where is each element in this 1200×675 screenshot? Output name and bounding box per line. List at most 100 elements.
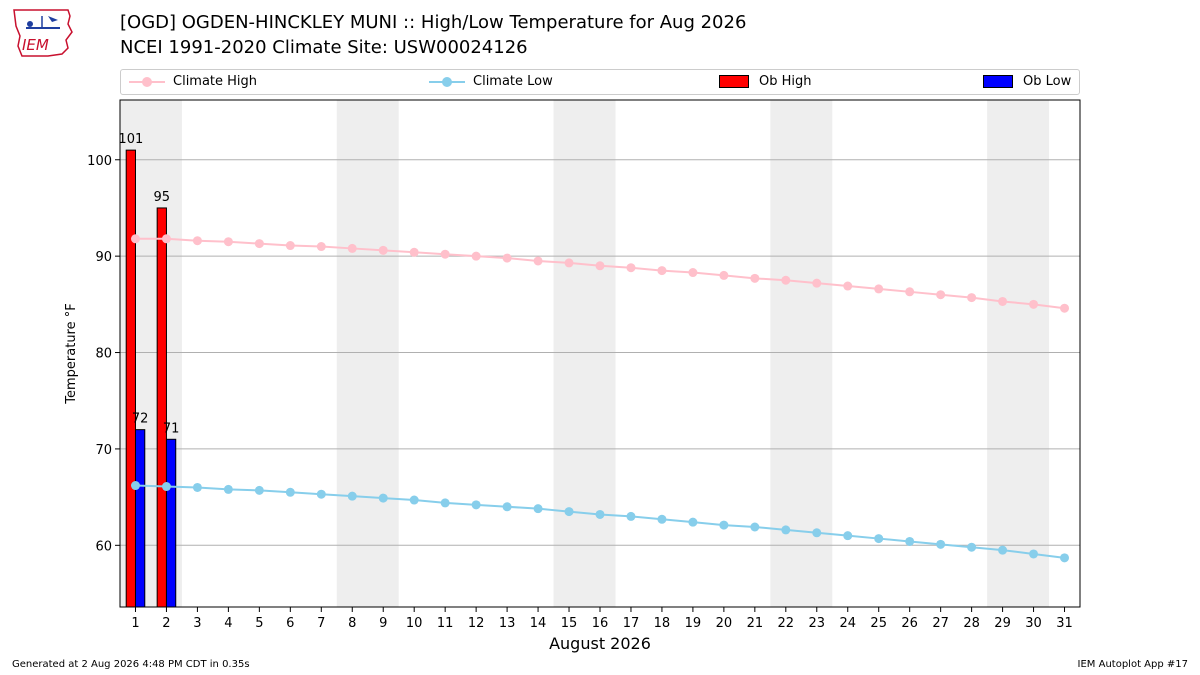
climate-low-point <box>378 493 388 503</box>
ob-high-bar <box>125 149 136 608</box>
x-tick-label: 21 <box>747 616 764 631</box>
weekend-shade <box>553 100 616 607</box>
chart-title: [OGD] OGDEN-HINCKLEY MUNI :: High/Low Te… <box>120 12 747 33</box>
x-tick-label: 12 <box>468 616 485 631</box>
svg-text:IEM: IEM <box>22 36 49 54</box>
climate-low-point <box>254 485 264 495</box>
x-tick-label: 31 <box>1056 616 1073 631</box>
climate-high-point <box>719 270 729 280</box>
x-tick-label: 15 <box>561 616 578 631</box>
x-tick-label: 20 <box>716 616 733 631</box>
legend-item-ob-high: Ob High <box>719 74 812 89</box>
climate-low-point <box>440 498 450 508</box>
x-tick-label: 26 <box>901 616 918 631</box>
climate-low-point <box>347 491 357 501</box>
climate-high-point <box>998 296 1008 306</box>
climate-low-point <box>812 528 822 538</box>
climate-high-point <box>502 253 512 263</box>
climate-high-point <box>657 266 667 276</box>
climate-high-point <box>285 241 295 251</box>
x-tick-label: 8 <box>348 616 356 631</box>
climate-low-point <box>285 487 295 497</box>
climate-low-point <box>843 531 853 541</box>
x-tick-label: 30 <box>1025 616 1042 631</box>
climate-high-point <box>254 239 264 249</box>
x-tick-label: 1 <box>131 616 139 631</box>
climate-high-point <box>316 242 326 252</box>
chart-subtitle: NCEI 1991-2020 Climate Site: USW00024126 <box>120 37 528 58</box>
climate-high-point <box>564 258 574 268</box>
ob-high-bar <box>156 207 167 608</box>
iem-logo: IEM <box>13 9 73 57</box>
weekend-shade <box>336 100 399 607</box>
climate-high-point <box>874 284 884 294</box>
x-tick-label: 10 <box>406 616 423 631</box>
x-tick-label: 2 <box>162 616 170 631</box>
x-tick-label: 16 <box>592 616 609 631</box>
climate-high-point <box>347 243 357 253</box>
x-tick-label: 27 <box>932 616 949 631</box>
climate-low-point <box>192 482 202 492</box>
ob-low-bar <box>165 438 177 608</box>
legend-label: Ob Low <box>1023 74 1072 89</box>
x-tick-label: 17 <box>623 616 640 631</box>
x-tick-label: 9 <box>379 616 387 631</box>
climate-low-point <box>874 534 884 544</box>
x-tick-label: 18 <box>654 616 671 631</box>
x-tick-label: 7 <box>317 616 325 631</box>
y-tick-label: 100 <box>87 154 112 169</box>
climate-low-point <box>688 517 698 527</box>
y-tick-label: 90 <box>95 250 112 265</box>
climate-high-point <box>626 263 636 273</box>
legend-swatch-climate-high <box>129 76 165 88</box>
legend-label: Climate Low <box>473 74 553 89</box>
climate-low-point <box>595 509 605 519</box>
x-tick-label: 6 <box>286 616 294 631</box>
x-tick-label: 22 <box>778 616 795 631</box>
climate-low-point <box>967 542 977 552</box>
x-tick-label: 3 <box>193 616 201 631</box>
climate-high-point <box>595 261 605 271</box>
y-tick-label: 80 <box>95 347 112 362</box>
x-axis-label: August 2026 <box>549 634 651 653</box>
climate-low-point <box>905 536 915 546</box>
bar-label-low: 71 <box>163 421 180 436</box>
y-tick-label: 70 <box>95 443 112 458</box>
legend-label: Climate High <box>173 74 258 89</box>
legend-swatch-climate-low <box>429 76 465 88</box>
climate-low-point <box>533 504 543 514</box>
bar-label-low: 72 <box>132 412 149 427</box>
climate-high-point <box>843 281 853 291</box>
climate-low-point <box>719 520 729 530</box>
legend-item-climate-high: Climate High <box>129 74 257 89</box>
app-credit: IEM Autoplot App #17 <box>1077 659 1188 670</box>
legend-item-climate-low: Climate Low <box>429 74 553 89</box>
climate-high-point <box>812 278 822 288</box>
climate-high-point <box>750 273 760 283</box>
climate-high-point <box>130 234 140 244</box>
climate-high-point <box>471 251 481 261</box>
x-tick-label: 28 <box>963 616 980 631</box>
climate-high-point <box>967 293 977 303</box>
x-tick-label: 29 <box>994 616 1011 631</box>
weekend-shade <box>770 100 833 607</box>
climate-low-point <box>750 522 760 532</box>
climate-high-point <box>223 237 233 247</box>
climate-low-point <box>626 511 636 521</box>
bar-label-high: 101 <box>118 132 143 147</box>
ob-low-bar <box>134 429 146 608</box>
climate-high-point <box>781 275 791 285</box>
climate-low-point <box>1029 549 1039 559</box>
x-tick-label: 5 <box>255 616 263 631</box>
x-tick-label: 14 <box>530 616 547 631</box>
climate-low-point <box>409 495 419 505</box>
climate-low-point <box>998 545 1008 555</box>
generated-timestamp: Generated at 2 Aug 2026 4:48 PM CDT in 0… <box>12 659 250 670</box>
legend-swatch-ob-high <box>719 75 749 88</box>
climate-low-point <box>564 507 574 517</box>
climate-low-point <box>502 502 512 512</box>
legend-item-ob-low: Ob Low <box>983 74 1071 89</box>
climate-low-point <box>657 514 667 524</box>
climate-low-point <box>1060 553 1070 563</box>
